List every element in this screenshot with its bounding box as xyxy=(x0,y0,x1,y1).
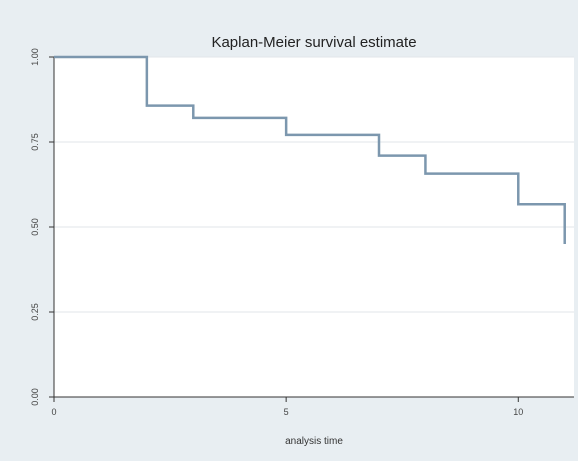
y-tick-label: 0.75 xyxy=(30,133,40,151)
x-axis-label: analysis time xyxy=(285,436,343,447)
y-tick-label: 0.25 xyxy=(30,303,40,321)
x-tick-label: 0 xyxy=(51,407,56,417)
y-tick-label: 1.00 xyxy=(30,48,40,66)
x-tick-label: 10 xyxy=(513,407,523,417)
tick-marks-and-labels: 0.00 0.25 0.50 0.75 1.00 0 5 10 xyxy=(30,48,523,417)
y-tick-label: 0.50 xyxy=(30,218,40,236)
chart-title: Kaplan-Meier survival estimate xyxy=(211,34,416,51)
series-layer xyxy=(54,55,566,244)
x-tick-label: 5 xyxy=(284,407,289,417)
survival-step-line xyxy=(54,55,566,244)
y-tick-label: 0.00 xyxy=(30,388,40,406)
